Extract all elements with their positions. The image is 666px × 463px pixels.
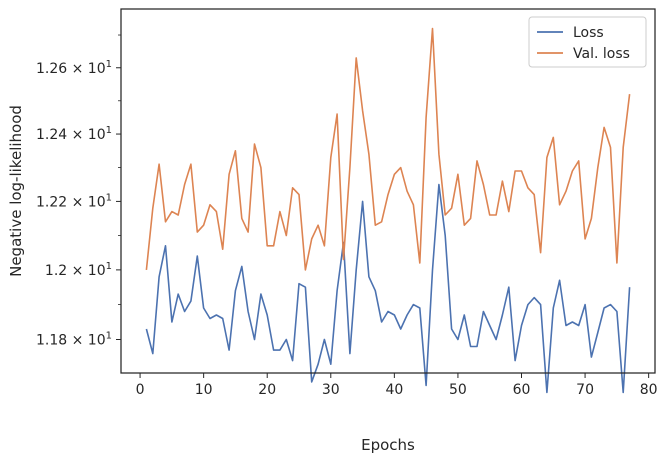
series-line-1 (145, 27, 631, 271)
x-tick-label: 60 (513, 382, 531, 398)
x-tick-label: 30 (322, 382, 340, 398)
x-tick-label: 50 (449, 382, 467, 398)
x-tick-label: 0 (136, 382, 145, 398)
series-layer (145, 27, 631, 394)
x-tick-label: 10 (195, 382, 213, 398)
plot-frame (120, 8, 656, 374)
legend-label: Val. loss (573, 46, 630, 62)
y-tick-label: 1.18 × 101 (36, 331, 112, 349)
legend-label: Loss (573, 25, 604, 41)
y-axis: 1.18 × 101 1.2 × 101 1.22 × 101 1.24 × 101 1… (36, 34, 121, 349)
legend-box (528, 16, 647, 68)
x-tick-label: 20 (258, 382, 276, 398)
legend: Loss Val. loss (528, 16, 647, 68)
x-tick-label: 80 (640, 382, 658, 398)
y-axis-label: Negative log-likelihood (7, 105, 25, 277)
y-tick-label: 1.24 × 101 (36, 125, 112, 143)
x-axis-label: Epochs (361, 436, 415, 454)
series-line-0 (145, 183, 631, 394)
y-tick-label: 1.26 × 101 (36, 59, 112, 77)
y-tick-label: 1.22 × 101 (36, 192, 112, 210)
x-axis: 0 10 20 30 40 50 60 70 80 (136, 373, 658, 398)
x-tick-label: 40 (385, 382, 403, 398)
x-tick-label: 70 (576, 382, 594, 398)
y-tick-label: 1.2 × 101 (45, 261, 112, 279)
